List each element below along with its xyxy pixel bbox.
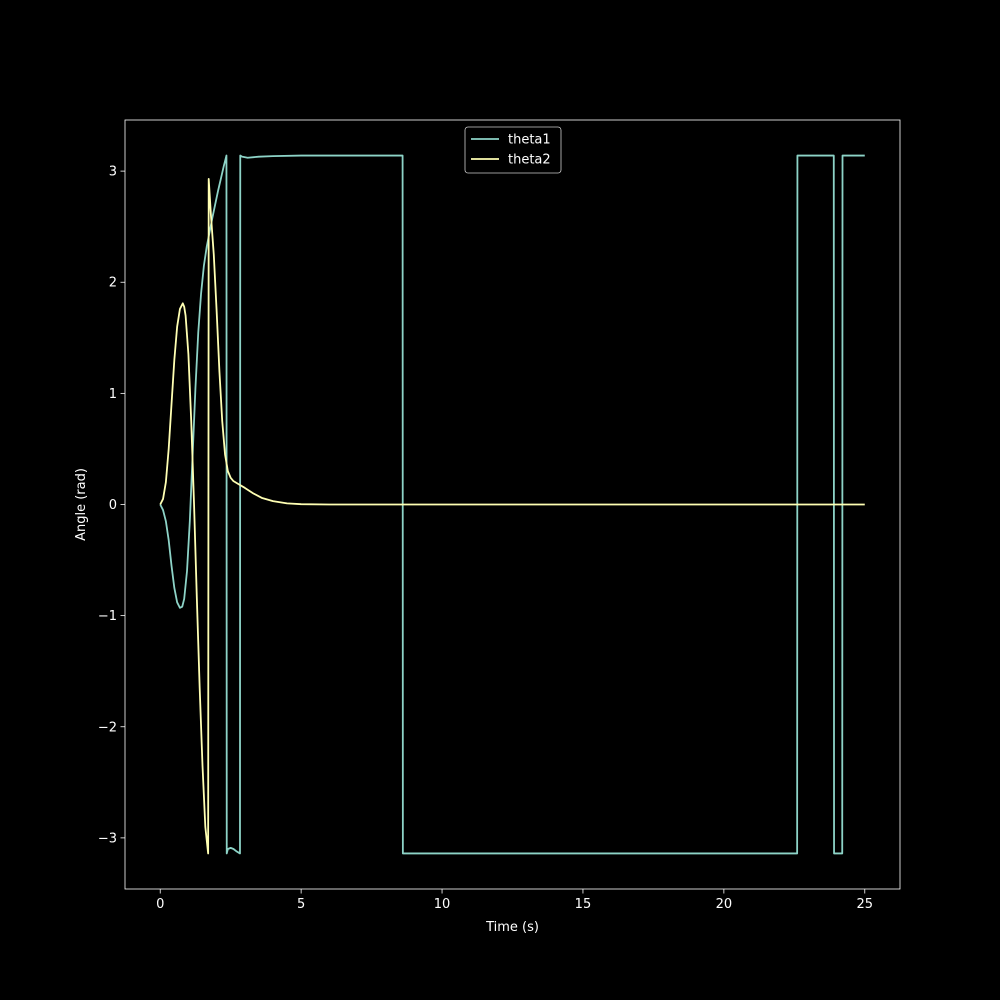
x-tick-label: 20 (716, 897, 733, 912)
y-tick-label: −3 (98, 831, 117, 846)
x-tick-label: 0 (156, 897, 164, 912)
y-tick-label: −1 (98, 609, 117, 624)
x-axis: 0 5 10 15 20 25 (156, 889, 873, 912)
y-tick-label: 2 (109, 276, 117, 291)
series-line-theta1 (159, 154, 865, 855)
y-tick-label: 1 (109, 387, 117, 402)
x-axis-label: Time (s) (485, 920, 539, 935)
series-layer (159, 154, 865, 855)
x-tick-label: 15 (575, 897, 592, 912)
y-axis-label: Angle (rad) (74, 468, 89, 541)
series-line-theta2 (159, 177, 865, 855)
x-tick-label: 10 (434, 897, 451, 912)
y-axis: −3 −2 −1 0 1 2 3 (98, 165, 125, 846)
x-tick-label: 25 (856, 897, 873, 912)
x-tick-label: 5 (297, 897, 305, 912)
y-tick-label: −2 (98, 720, 117, 735)
y-tick-label: 0 (109, 498, 117, 513)
legend: theta1 theta2 (464, 126, 562, 174)
legend-label-theta2: theta2 (508, 153, 551, 168)
legend-label-theta1: theta1 (508, 133, 551, 148)
y-tick-label: 3 (109, 165, 117, 180)
